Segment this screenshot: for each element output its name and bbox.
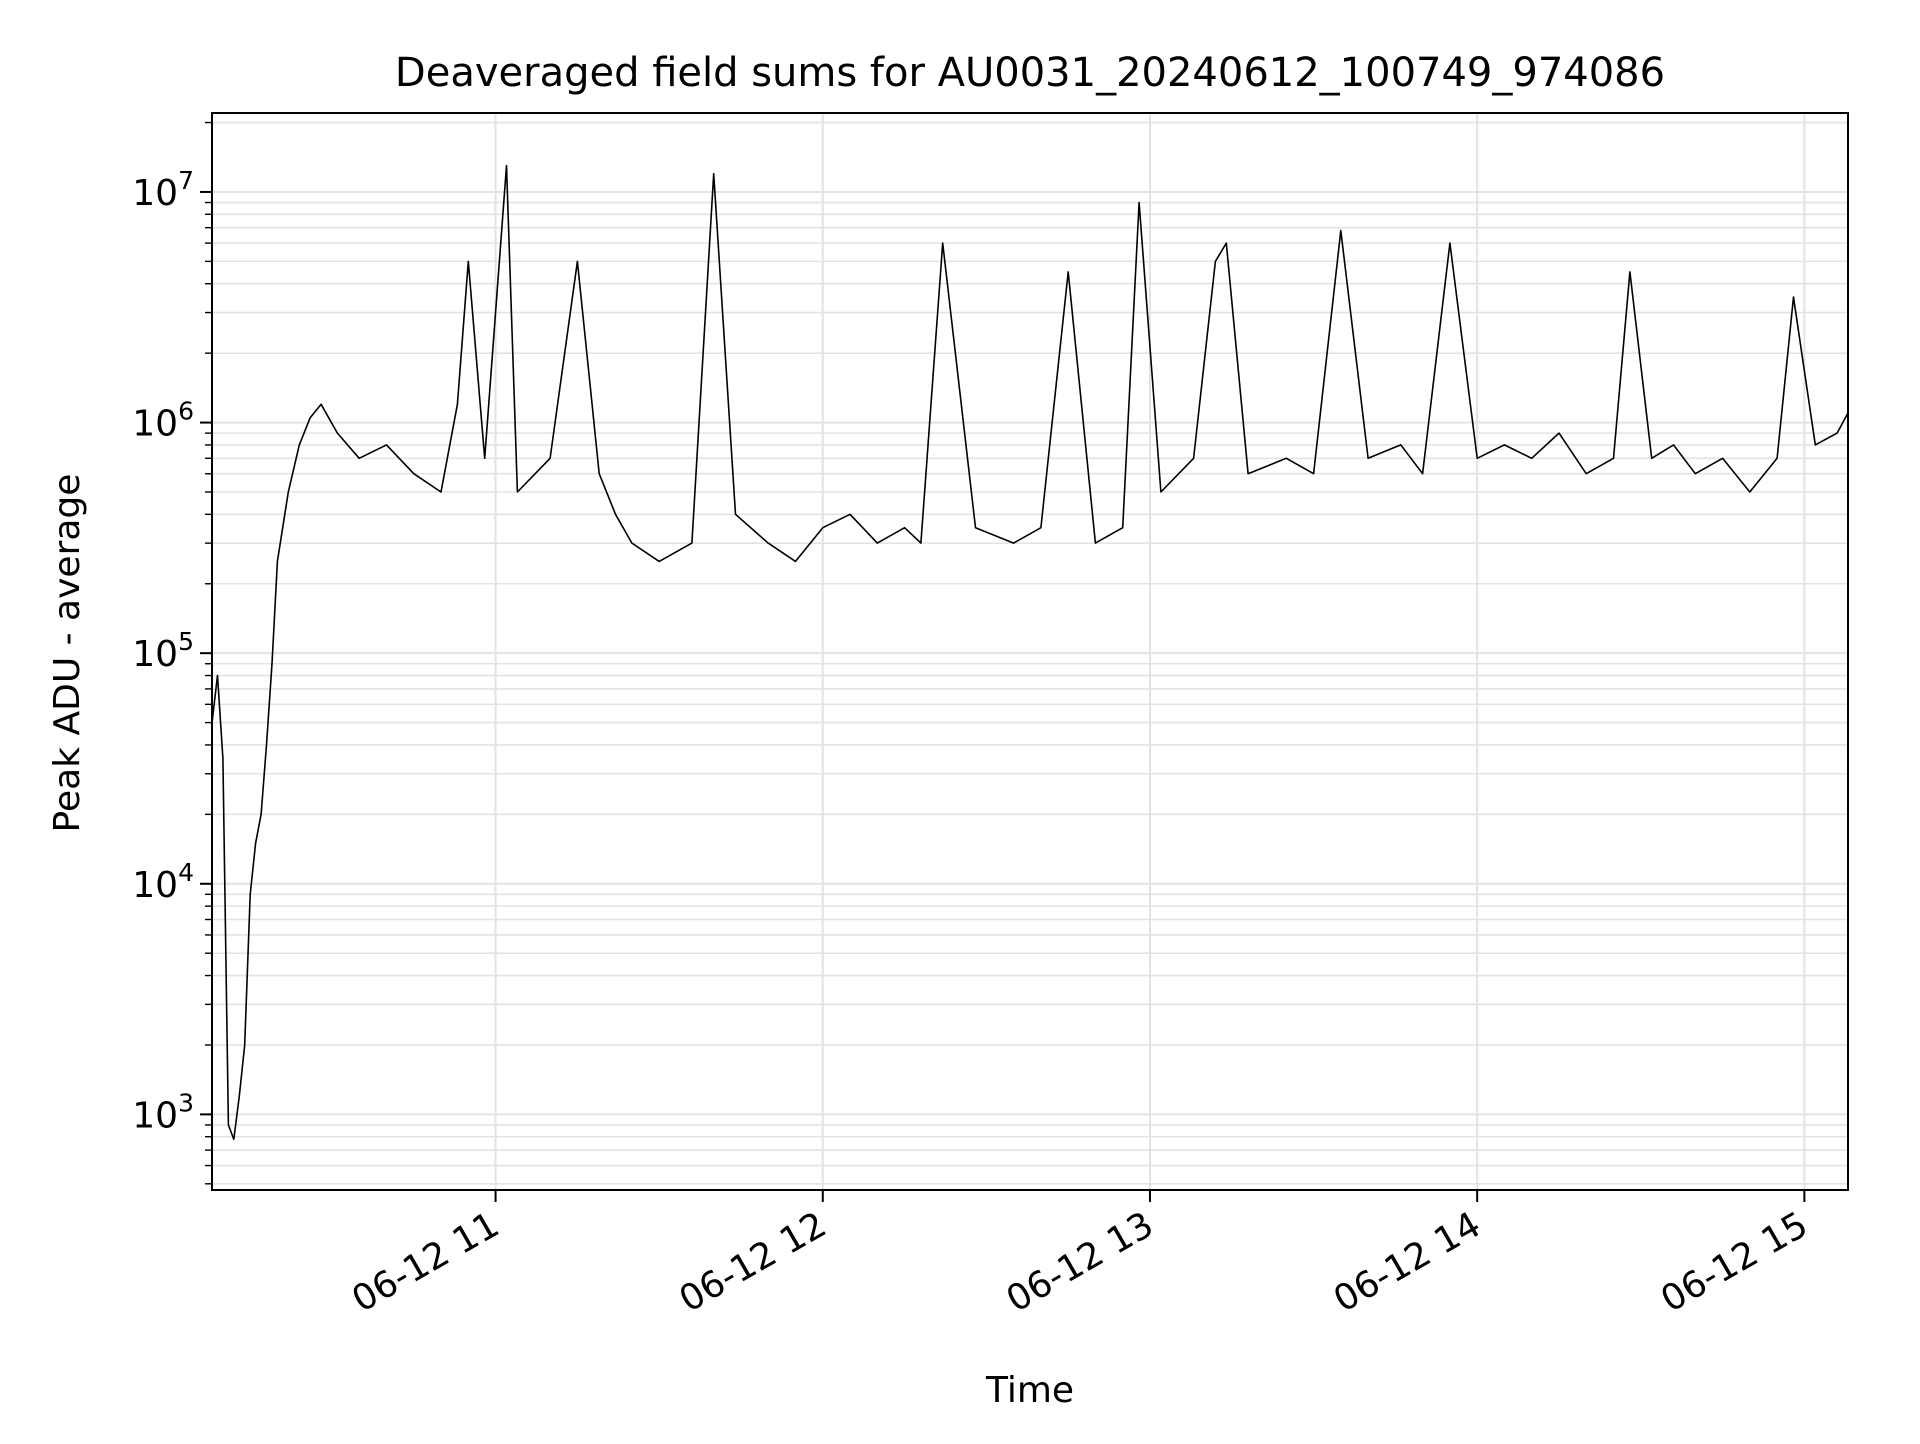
y-tick-exponent: 7 (178, 166, 194, 195)
y-tick-label: 103 (132, 1088, 194, 1136)
y-tick-base: 10 (132, 404, 178, 445)
y-tick-exponent: 3 (178, 1088, 194, 1117)
y-tick-base: 10 (132, 634, 178, 675)
grid (212, 113, 1848, 1190)
plot-frame (211, 112, 1849, 1191)
chart-title: Deaveraged field sums for AU0031_2024061… (395, 50, 1665, 96)
y-tick-label: 106 (132, 397, 194, 445)
y-tick-base: 10 (132, 865, 178, 906)
y-tick-base: 10 (132, 1095, 178, 1136)
x-axis-label: Time (985, 1370, 1074, 1411)
y-tick-label: 104 (132, 858, 194, 906)
series-line-layer (211, 164, 1849, 1141)
y-tick-base: 10 (132, 173, 178, 214)
y-tick-exponent: 5 (178, 627, 194, 656)
y-tick-exponent: 4 (178, 858, 194, 887)
y-tick-label: 105 (132, 627, 194, 675)
y-tick-exponent: 6 (178, 397, 194, 426)
series-line (211, 164, 1849, 1141)
y-axis-label: Peak ADU - average (47, 474, 88, 833)
y-tick-label: 107 (132, 166, 194, 214)
